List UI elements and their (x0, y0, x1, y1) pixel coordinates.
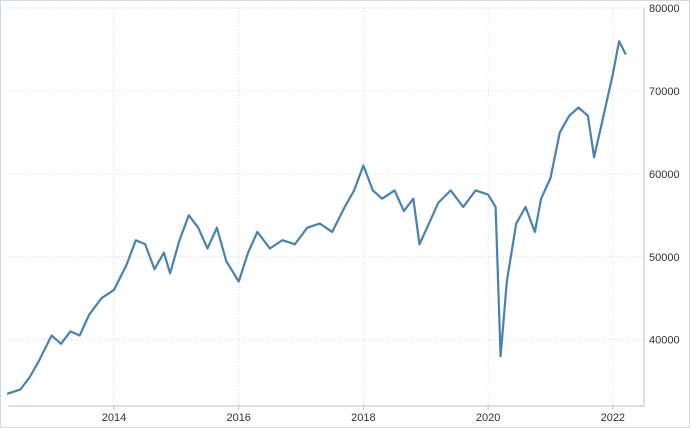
y-tick-label: 70000 (649, 86, 680, 98)
y-tick-label: 40000 (649, 335, 680, 347)
y-tick-labels: 40000 50000 60000 70000 80000 (649, 3, 680, 347)
x-tick-labels: 2014 2016 2018 2020 2022 (102, 412, 625, 424)
x-tick-label: 2014 (102, 412, 126, 424)
y-tick-label: 50000 (649, 252, 680, 264)
y-tick-label: 60000 (649, 169, 680, 181)
x-tick-label: 2018 (351, 412, 375, 424)
series-line (6, 40, 627, 395)
x-tick-label: 2016 (226, 412, 250, 424)
x-tick-label: 2020 (476, 412, 500, 424)
horizontal-gridlines (8, 7, 644, 341)
series-layer (6, 40, 627, 395)
x-tick-label: 2022 (601, 412, 625, 424)
y-tick-label: 80000 (649, 3, 680, 15)
